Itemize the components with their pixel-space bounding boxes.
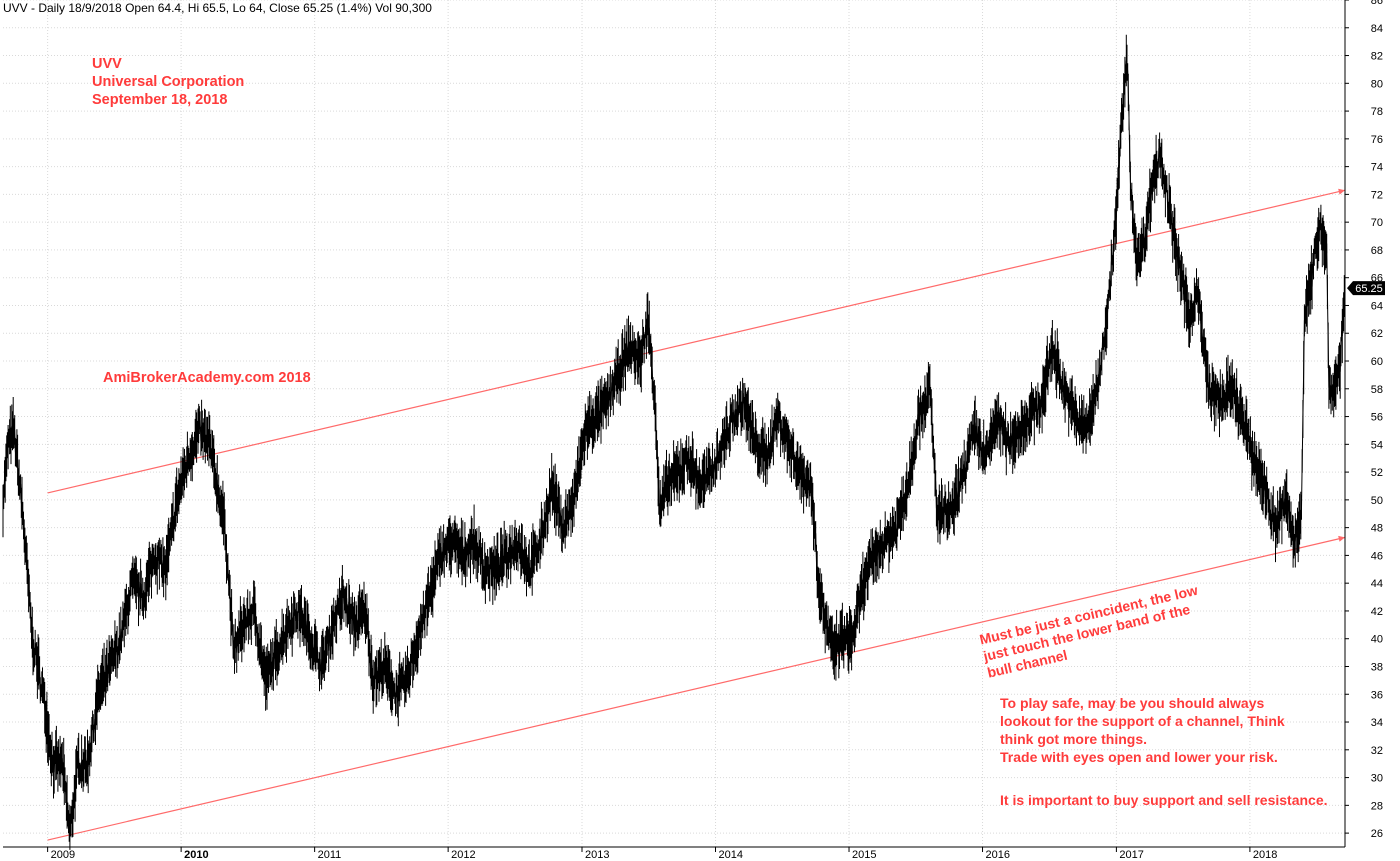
y-tick-label: 74 xyxy=(1371,162,1383,174)
y-tick-label: 54 xyxy=(1371,439,1383,451)
support-resistance-note: It is important to buy support and sell … xyxy=(1000,792,1328,808)
y-tick-label: 28 xyxy=(1371,800,1383,812)
chart-grid xyxy=(3,0,1345,847)
channel-line-upper xyxy=(47,189,1346,494)
y-tick-label: 86 xyxy=(1371,0,1383,7)
x-tick-label: 2011 xyxy=(318,849,342,861)
y-tick-label: 80 xyxy=(1371,78,1383,90)
chart-header: UVV - Daily 18/9/2018 Open 64.4, Hi 65.5… xyxy=(3,1,432,15)
last-price-label: 65.25 xyxy=(1355,283,1383,295)
y-tick-label: 50 xyxy=(1371,495,1383,507)
y-tick-label: 84 xyxy=(1371,23,1383,35)
y-tick-label: 32 xyxy=(1371,745,1383,757)
company-label: Universal Corporation xyxy=(92,74,245,90)
y-tick-label: 72 xyxy=(1371,189,1383,201)
watermark-text: AmiBrokerAcademy.com 2018 xyxy=(103,370,311,386)
x-tick-label: 2010 xyxy=(184,849,208,861)
x-tick-label: 2012 xyxy=(451,849,475,861)
channel-line-lower xyxy=(47,536,1346,841)
price-line xyxy=(2,60,1346,832)
x-tick-label: 2013 xyxy=(585,849,609,861)
chart-axes: 26 28 30 32 34 36 38 40 42 44 46 48 50 52 54 56 58 60 62 64… xyxy=(3,0,1385,861)
advice-line: Trade with eyes open and lower your risk… xyxy=(1000,749,1278,765)
y-tick-label: 82 xyxy=(1371,51,1383,63)
y-tick-label: 42 xyxy=(1371,606,1383,618)
price-series xyxy=(2,34,1346,850)
y-tick-label: 60 xyxy=(1371,356,1383,368)
y-tick-label: 56 xyxy=(1371,412,1383,424)
y-tick-label: 36 xyxy=(1371,689,1383,701)
y-tick-label: 58 xyxy=(1371,384,1383,396)
y-tick-label: 68 xyxy=(1371,245,1383,257)
y-tick-label: 52 xyxy=(1371,467,1383,479)
channel-lines xyxy=(47,188,1346,841)
ticker-label: UVV xyxy=(92,56,122,72)
y-tick-label: 78 xyxy=(1371,106,1383,118)
channel-arrow-upper xyxy=(1338,188,1345,195)
title-block: UVV Universal Corporation September 18, … xyxy=(92,55,244,109)
y-tick-label: 46 xyxy=(1371,550,1383,562)
y-tick-label: 44 xyxy=(1371,578,1383,590)
y-tick-label: 76 xyxy=(1371,134,1383,146)
advice-line: think got more things. xyxy=(1000,731,1147,747)
x-tick-label: 2015 xyxy=(852,849,876,861)
y-tick-label: 40 xyxy=(1371,634,1383,646)
y-tick-label: 26 xyxy=(1371,828,1383,840)
advice-line: To play safe, may be you should always xyxy=(1000,695,1265,711)
advice-note: To play safe, may be you should always l… xyxy=(1000,694,1285,766)
y-tick-label: 48 xyxy=(1371,523,1383,535)
x-tick-label: 2018 xyxy=(1253,849,1277,861)
last-price-badge xyxy=(1347,281,1385,296)
y-tick-label: 64 xyxy=(1371,300,1383,312)
y-tick-label: 70 xyxy=(1371,217,1383,229)
x-tick-label: 2014 xyxy=(719,849,743,861)
x-tick-label: 2017 xyxy=(1119,849,1143,861)
x-tick-label: 2016 xyxy=(986,849,1010,861)
channel-arrow-lower xyxy=(1338,535,1345,542)
y-tick-label: 38 xyxy=(1371,661,1383,673)
y-tick-label: 34 xyxy=(1371,717,1383,729)
date-label: September 18, 2018 xyxy=(92,92,228,108)
y-tick-label: 62 xyxy=(1371,328,1383,340)
y-tick-label: 30 xyxy=(1371,773,1383,785)
x-tick-label: 2009 xyxy=(51,849,75,861)
advice-line: lookout for the support of a channel, Th… xyxy=(1000,713,1285,729)
